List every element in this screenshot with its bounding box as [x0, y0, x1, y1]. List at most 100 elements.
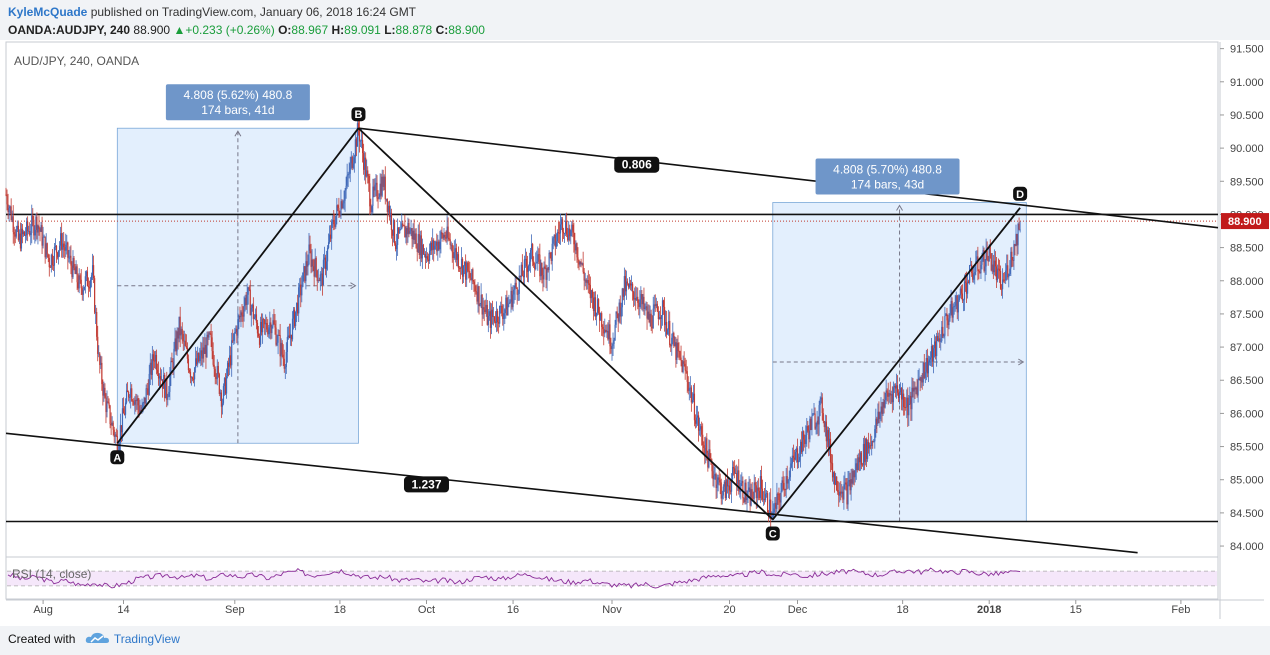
candle-body	[980, 264, 982, 274]
candle-body	[8, 208, 10, 213]
candle-body	[43, 236, 45, 238]
candle-body	[455, 248, 457, 260]
candle-body	[73, 257, 75, 268]
candle-body	[813, 413, 815, 415]
candle-body	[916, 387, 918, 396]
candle-body	[770, 499, 772, 519]
candle-body	[713, 475, 715, 480]
candle-body	[114, 434, 116, 437]
candle-body	[287, 335, 289, 337]
candle-body	[344, 190, 346, 201]
candle-body	[875, 418, 877, 430]
candle-body	[514, 282, 516, 290]
candle-body	[111, 422, 113, 426]
candle-body	[223, 378, 226, 386]
candle-body	[686, 371, 688, 382]
candle-body	[825, 421, 827, 442]
y-tick-label: 87.000	[1230, 342, 1264, 354]
candle-body	[233, 333, 235, 341]
candle-body	[753, 482, 755, 499]
candle-body	[960, 288, 962, 294]
candle-body	[307, 264, 309, 267]
candle-body	[807, 426, 809, 431]
candle-body	[88, 287, 91, 289]
pattern-leg	[357, 127, 774, 521]
candle-body	[270, 322, 272, 334]
candle-body	[128, 392, 130, 398]
candle-body	[94, 278, 96, 313]
candle-body	[152, 354, 154, 361]
candle-body	[556, 232, 558, 242]
candle-body	[887, 392, 889, 397]
x-tick-label: 2018	[977, 604, 1001, 616]
candle-body	[843, 484, 845, 500]
candle-body	[461, 258, 464, 277]
candle-body	[878, 411, 880, 419]
candle-body	[632, 283, 634, 292]
y-tick-label: 87.500	[1230, 309, 1264, 321]
candle-body	[876, 418, 878, 424]
candle-body	[511, 290, 513, 308]
candle-body	[190, 377, 193, 379]
candle-body	[240, 312, 242, 318]
candle-body	[501, 305, 503, 314]
candle-body	[999, 271, 1002, 289]
candle-body	[172, 362, 174, 369]
candle-body	[975, 261, 977, 272]
tradingview-link[interactable]: TradingView	[113, 632, 180, 646]
candle-body	[758, 490, 760, 498]
candle-body	[664, 322, 667, 326]
candle-body	[373, 186, 375, 191]
candle-body	[334, 224, 336, 227]
candle-body	[391, 230, 394, 236]
candle-body	[779, 500, 781, 503]
candle-body	[892, 387, 894, 403]
candle-body	[969, 265, 971, 283]
author-link[interactable]: KyleMcQuade	[8, 5, 88, 19]
candle-body	[868, 442, 870, 449]
candle-body	[481, 294, 483, 315]
candle-body	[264, 319, 266, 325]
candle-body	[234, 331, 236, 334]
candle-body	[679, 351, 681, 358]
candle-body	[189, 371, 192, 378]
candle-body	[580, 261, 582, 265]
x-tick-label: 20	[723, 604, 735, 616]
candle-body	[300, 284, 302, 296]
candle-body	[90, 275, 93, 280]
candle-body	[412, 230, 414, 240]
candle-body	[590, 290, 592, 299]
candle-body	[1014, 244, 1016, 246]
candle-body	[919, 378, 921, 381]
candle-body	[691, 399, 693, 403]
candle-body	[677, 342, 679, 351]
candle-body	[866, 442, 869, 459]
candle-body	[98, 353, 100, 355]
candle-body	[445, 237, 447, 239]
candle-body	[747, 490, 749, 499]
candle-body	[634, 297, 636, 300]
price-change: +0.233 (+0.26%)	[185, 23, 275, 37]
candle-body	[323, 257, 326, 260]
ratio-badge	[403, 476, 449, 493]
candle-body	[693, 393, 696, 421]
candle-body	[829, 438, 832, 463]
candle-body	[918, 378, 920, 381]
candle-body	[487, 315, 489, 325]
candle-body	[850, 479, 852, 491]
candle-body	[1007, 265, 1009, 278]
candle-body	[831, 463, 834, 478]
candle-body	[19, 233, 22, 249]
candle-body	[526, 266, 529, 272]
candle-body	[458, 267, 461, 269]
candle-body	[505, 297, 507, 310]
candle-body	[669, 320, 671, 346]
candle-body	[832, 472, 835, 478]
candle-body	[326, 247, 329, 262]
candle-body	[37, 225, 39, 233]
candle-body	[935, 341, 937, 357]
candle-body	[596, 299, 599, 313]
candle-body	[140, 409, 142, 412]
candle-body	[237, 319, 239, 336]
